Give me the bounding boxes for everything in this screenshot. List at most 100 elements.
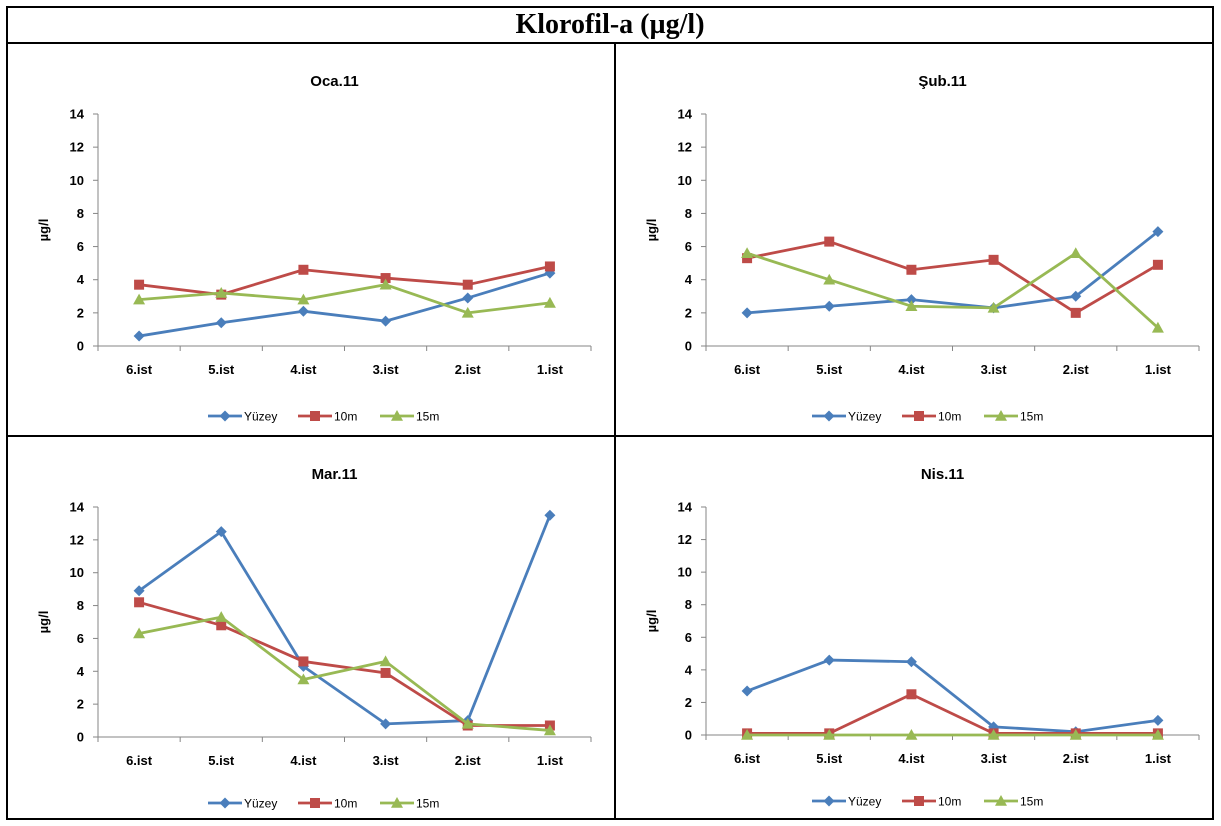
data-point bbox=[741, 685, 753, 697]
data-point bbox=[741, 729, 754, 740]
legend-marker bbox=[823, 795, 835, 807]
y-tick-label: 14 bbox=[70, 107, 85, 122]
y-tick-label: 2 bbox=[77, 697, 84, 712]
legend-marker bbox=[823, 410, 835, 422]
data-point bbox=[215, 526, 227, 538]
legend-item: Yüzey bbox=[812, 410, 881, 424]
data-point bbox=[741, 247, 754, 258]
chart-title: Oca.11 bbox=[310, 73, 358, 90]
chart-oca-11: Oca.11 µg/l 0 2 4 6 8 10 12 14 6.ist 5.ist 4.ist 3.is… bbox=[36, 73, 592, 424]
x-tick-label: 4.ist bbox=[290, 753, 317, 768]
y-tick-label: 0 bbox=[77, 339, 84, 354]
legend-marker bbox=[914, 411, 924, 421]
data-point bbox=[544, 509, 556, 521]
data-point bbox=[1069, 247, 1082, 258]
y-tick-label: 14 bbox=[678, 107, 693, 122]
legend-item: Yüzey bbox=[208, 410, 277, 424]
legend-marker bbox=[219, 797, 231, 809]
data-point bbox=[461, 717, 474, 729]
data-point bbox=[215, 317, 227, 329]
data-point bbox=[380, 718, 392, 730]
y-tick-label: 6 bbox=[77, 631, 84, 646]
y-tick-label: 0 bbox=[685, 339, 692, 354]
y-axis-label: µg/l bbox=[36, 219, 51, 242]
data-point bbox=[987, 301, 1000, 313]
data-point bbox=[1152, 714, 1164, 726]
data-point bbox=[133, 585, 145, 597]
x-tick-label: 2.ist bbox=[1063, 362, 1090, 377]
data-point bbox=[379, 655, 392, 667]
panel-divider-horizontal bbox=[8, 435, 1212, 437]
data-point bbox=[823, 654, 835, 666]
legend-marker bbox=[391, 797, 403, 808]
chart-panel-2: Şub.11 µg/l 0 2 4 6 8 10 12 14 6.ist 5.ist 4.ist 3.is… bbox=[616, 44, 1212, 435]
y-axis-label: µg/l bbox=[644, 610, 659, 633]
x-tick-label: 6.ist bbox=[126, 753, 153, 768]
legend-marker bbox=[391, 410, 403, 421]
y-tick-label: 2 bbox=[685, 695, 692, 710]
y-tick-label: 8 bbox=[77, 598, 84, 613]
legend-item: 15m bbox=[380, 797, 439, 811]
legend-label: Yüzey bbox=[848, 795, 881, 809]
data-point bbox=[742, 253, 753, 264]
chart-sub-11: Şub.11 µg/l 0 2 4 6 8 10 12 14 6.ist 5.ist 4.ist 3.is… bbox=[644, 73, 1200, 424]
chart-mar-11: Mar.11 µg/l 0 2 4 6 8 10 12 14 6.ist 5.ist 4.ist 3.is… bbox=[36, 466, 592, 811]
data-point bbox=[379, 278, 392, 290]
legend-label: 10m bbox=[938, 795, 961, 809]
data-point bbox=[1070, 307, 1081, 318]
legend-item: 10m bbox=[298, 797, 357, 811]
data-point bbox=[133, 627, 146, 639]
data-point bbox=[1069, 729, 1082, 740]
y-tick-label: 12 bbox=[678, 532, 692, 547]
data-point bbox=[987, 729, 1000, 740]
data-point bbox=[1151, 321, 1164, 333]
data-point bbox=[905, 294, 917, 306]
data-point bbox=[905, 300, 918, 312]
data-point bbox=[906, 689, 917, 700]
y-tick-label: 8 bbox=[77, 206, 84, 221]
x-tick-label: 4.ist bbox=[290, 362, 317, 377]
data-point bbox=[297, 305, 309, 317]
legend-label: 10m bbox=[334, 797, 357, 811]
legend-marker bbox=[310, 411, 320, 421]
series-line bbox=[138, 271, 551, 338]
y-tick-label: 10 bbox=[678, 565, 692, 580]
page-title: Klorofil-a (µg/l) bbox=[8, 8, 1212, 44]
legend-item: 15m bbox=[380, 410, 439, 424]
data-point bbox=[215, 611, 228, 622]
data-point bbox=[741, 307, 753, 319]
legend-label: Yüzey bbox=[244, 797, 277, 811]
y-axis-label: µg/l bbox=[644, 219, 659, 242]
chart-grid: Oca.11 µg/l 0 2 4 6 8 10 12 14 6.ist 5.ist 4.ist 3.is… bbox=[8, 44, 1212, 818]
data-point bbox=[543, 296, 556, 308]
y-tick-label: 12 bbox=[70, 532, 84, 547]
x-tick-label: 6.ist bbox=[126, 362, 153, 377]
series-y-zey bbox=[133, 267, 556, 342]
data-point bbox=[133, 330, 145, 342]
x-tick-label: 3.ist bbox=[373, 753, 400, 768]
series-line bbox=[747, 692, 1158, 735]
x-tick-label: 6.ist bbox=[734, 362, 761, 377]
series-line bbox=[746, 240, 1159, 315]
series-line bbox=[138, 283, 551, 315]
series-y-zey bbox=[133, 509, 556, 730]
series-line bbox=[746, 658, 1159, 734]
y-tick-label: 4 bbox=[685, 662, 693, 677]
y-tick-label: 2 bbox=[685, 305, 692, 320]
data-point bbox=[215, 286, 228, 298]
legend-label: 15m bbox=[416, 797, 439, 811]
legend-marker bbox=[995, 795, 1007, 806]
data-point bbox=[543, 724, 556, 736]
data-point bbox=[824, 236, 835, 247]
y-axis-label: µg/l bbox=[36, 611, 51, 634]
chart-title: Mar.11 bbox=[312, 466, 358, 483]
series-15m bbox=[741, 729, 1164, 740]
x-tick-label: 4.ist bbox=[898, 362, 925, 377]
legend-item: 10m bbox=[902, 410, 961, 424]
legend-item: 15m bbox=[984, 410, 1043, 424]
x-tick-label: 1.ist bbox=[1145, 751, 1172, 766]
x-tick-label: 2.ist bbox=[455, 362, 482, 377]
legend-label: Yüzey bbox=[848, 410, 881, 424]
data-point bbox=[133, 293, 146, 305]
figure-frame: Klorofil-a (µg/l) Oca.11 µg/l 0 2 4 6 8 10 12 14 6… bbox=[6, 6, 1214, 820]
